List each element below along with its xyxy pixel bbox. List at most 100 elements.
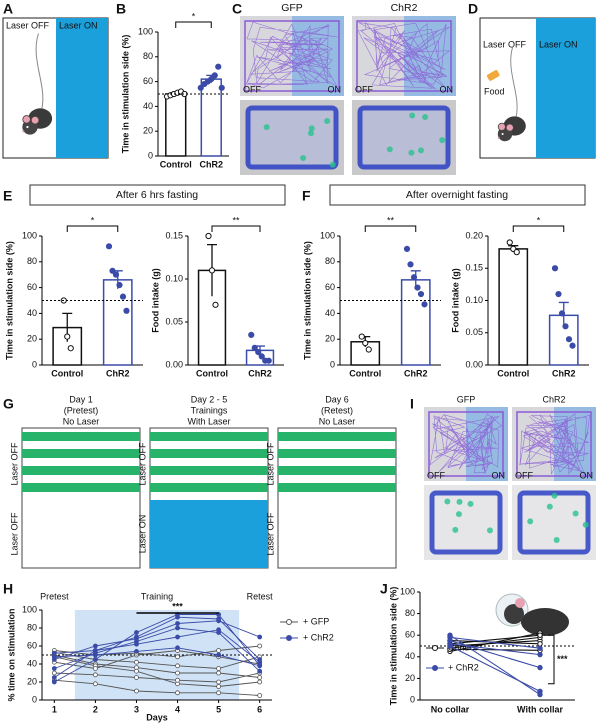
data-point — [257, 693, 263, 698]
data-point — [92, 681, 98, 687]
x-tick-label: ChR2 — [552, 368, 576, 378]
y-tick-label: 80 — [27, 622, 37, 632]
x-tick-label: 3 — [134, 704, 139, 714]
mouse-nose — [22, 130, 25, 133]
panel-label: F — [302, 188, 311, 204]
y-axis-label: Time in stimulation side (%) — [120, 35, 130, 154]
image-title: GFP — [281, 2, 303, 14]
animal-line — [449, 634, 541, 645]
significance-label: *** — [557, 654, 568, 664]
laser-off-stripe — [278, 449, 396, 458]
section-title: After overnight fasting — [406, 189, 508, 201]
data-point — [506, 239, 513, 246]
data-point — [218, 84, 225, 91]
data-point — [257, 668, 263, 674]
heatmap-spot — [551, 492, 558, 499]
data-point — [569, 342, 576, 349]
image-title: ChR2 — [542, 394, 565, 404]
data-point — [92, 657, 98, 662]
data-point — [513, 249, 520, 256]
mouse-ear — [30, 115, 40, 125]
y-tick-label: 60 — [143, 76, 153, 86]
data-point — [175, 621, 180, 626]
panel-label: E — [3, 188, 12, 204]
data-point — [216, 679, 222, 685]
side-label: ON — [328, 84, 342, 94]
significance-bracket — [175, 21, 212, 28]
data-point — [175, 677, 180, 683]
heatmap-spot — [546, 503, 553, 510]
food-icon — [487, 70, 500, 81]
data-point — [175, 645, 180, 651]
zone-label: Laser ON — [539, 39, 578, 49]
data-point — [175, 670, 180, 676]
track-frame — [428, 411, 504, 477]
legend-label: + ChR2 — [303, 632, 334, 642]
data-point — [134, 659, 139, 665]
y-tick-label: 0.15 — [465, 263, 483, 273]
heatmap-ring — [245, 105, 339, 170]
y-tick-label: 0 — [410, 694, 415, 704]
y-axis-label: Food intake (g) — [450, 268, 460, 333]
bar — [165, 93, 187, 157]
box-header: With Laser — [187, 416, 230, 426]
box-header: (Pretest) — [64, 405, 99, 415]
y-tick-label: 80 — [325, 256, 335, 266]
data-point — [537, 688, 543, 695]
track-frame — [244, 20, 340, 92]
x-tick-label: ChR2 — [199, 159, 223, 169]
x-tick-label: Control — [51, 368, 83, 378]
y-tick-label: 20 — [325, 334, 335, 344]
data-point — [421, 301, 428, 308]
track-path — [245, 21, 338, 89]
data-point — [257, 675, 263, 680]
zone-label: Laser OFF — [483, 39, 527, 49]
x-tick-label: 4 — [175, 704, 180, 714]
heatmap-spot — [452, 526, 459, 533]
side-label: OFF — [355, 84, 373, 94]
heatmap-spot — [409, 112, 416, 119]
legend-marker — [286, 635, 292, 641]
zone-label: Laser ON — [59, 20, 98, 30]
laser-zone — [56, 18, 108, 158]
y-tick-label: 40 — [405, 651, 415, 661]
data-point — [414, 284, 421, 291]
data-point — [92, 650, 98, 656]
panel-label: B — [116, 1, 126, 17]
vertical-label: Laser OFF — [9, 512, 19, 556]
y-tick-label: 100 — [138, 26, 153, 36]
x-tick-label: ChR2 — [404, 368, 428, 378]
y-tick-label: 20 — [27, 676, 37, 686]
y-tick-label: 0 — [330, 359, 335, 369]
heatmap-spot — [308, 125, 315, 132]
data-point — [558, 310, 566, 317]
y-tick-label: 0.05 — [165, 316, 183, 326]
mouse-icon — [497, 45, 526, 142]
x-tick-label: No collar — [431, 704, 470, 714]
data-point — [447, 643, 453, 649]
data-point — [175, 634, 180, 640]
box-header: (Retest) — [321, 405, 353, 415]
side-label: ON — [440, 84, 454, 94]
data-point — [257, 643, 263, 649]
data-point — [417, 290, 425, 298]
data-point — [175, 654, 180, 660]
data-point — [447, 634, 453, 641]
data-point — [123, 307, 130, 314]
track-frame — [356, 20, 452, 92]
significance-bracket — [548, 634, 555, 685]
data-point — [216, 666, 222, 671]
mouse-tail — [35, 33, 44, 109]
vertical-label: Laser OFF — [137, 442, 147, 486]
zone-label: Laser OFF — [6, 20, 50, 30]
data-point — [64, 333, 71, 340]
data-point — [537, 641, 543, 647]
data-point — [257, 679, 263, 685]
legend-label: Control — [448, 642, 477, 652]
legend-label: + ChR2 — [448, 662, 479, 672]
mouse-ear — [505, 123, 514, 132]
data-point — [362, 339, 369, 347]
animal-line — [54, 627, 260, 672]
laser-off-stripe — [150, 432, 268, 441]
heatmap-spot — [324, 117, 331, 124]
